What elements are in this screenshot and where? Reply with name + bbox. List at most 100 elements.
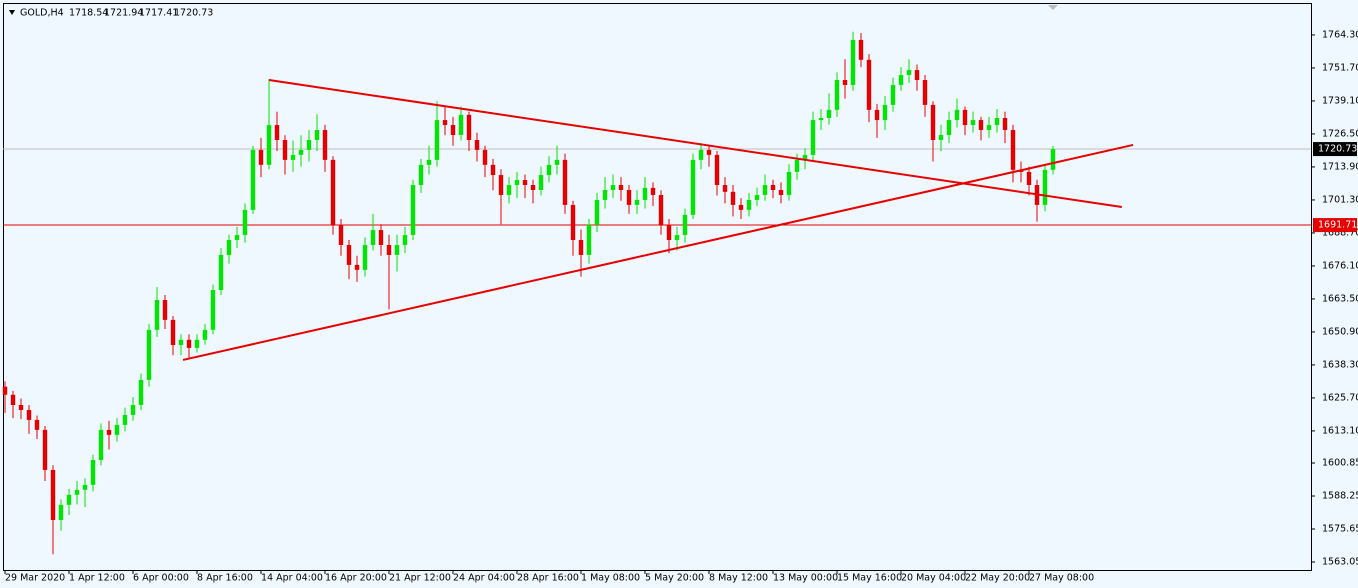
candle-body [82, 484, 88, 490]
candle-body [410, 185, 416, 236]
candle-body [114, 424, 120, 435]
candle-body [418, 164, 424, 186]
shift-marker [1048, 5, 1058, 10]
candle-body [34, 419, 40, 430]
candle-body [378, 230, 384, 245]
candle-body [250, 149, 256, 210]
candle-body [962, 109, 968, 126]
x-tick-label: 28 Apr 16:00 [517, 573, 579, 584]
y-tick-label: 1625.70 [1322, 392, 1358, 403]
x-tick-label: 8 Apr 16:00 [197, 573, 253, 584]
candle-body [218, 254, 224, 291]
candle-body [234, 235, 240, 241]
y-tick-label: 1613.10 [1322, 425, 1358, 436]
candle-body [210, 290, 216, 330]
y-tick-label: 1739.10 [1322, 95, 1358, 106]
candle-body [858, 39, 864, 60]
candle-body [698, 149, 704, 160]
candle-body [50, 469, 56, 520]
candle-body [626, 189, 632, 205]
candle-body [938, 134, 944, 140]
candle-body [786, 171, 792, 195]
x-tick-label: 20 May 04:00 [901, 573, 966, 584]
candle-body [914, 70, 920, 80]
candle-body [690, 159, 696, 215]
candle-body [66, 494, 72, 505]
candle-body [1042, 169, 1048, 205]
candle-body [466, 114, 472, 140]
candle-body [554, 159, 560, 165]
candle-body [850, 39, 856, 85]
level-tag [1313, 218, 1357, 233]
y-tick-label: 1650.90 [1322, 326, 1358, 337]
candle-body [602, 189, 608, 200]
candle-body [642, 187, 648, 200]
candle-body [522, 180, 528, 186]
x-tick-label: 15 May 16:00 [837, 573, 902, 584]
y-tick-label: 1638.30 [1322, 359, 1358, 370]
trendline [268, 79, 1122, 209]
x-tick-label: 22 May 20:00 [965, 573, 1030, 584]
candle-body [442, 120, 448, 126]
candle-body [730, 191, 736, 205]
candle-body [562, 159, 568, 205]
candle-body [90, 460, 96, 485]
y-tick-label: 1764.30 [1322, 29, 1358, 40]
y-tick-label: 1751.70 [1322, 62, 1358, 73]
candle-body [610, 185, 616, 190]
candle-body [122, 414, 128, 425]
candle-body [386, 244, 392, 255]
candle-body [994, 117, 1000, 126]
candle-body [706, 149, 712, 155]
candle-body [538, 175, 544, 190]
candle-body [970, 120, 976, 126]
current-price-tag [1313, 142, 1357, 157]
candle-body [42, 429, 48, 470]
y-tick-label: 1676.10 [1322, 260, 1358, 271]
candle-body [530, 185, 536, 190]
candle-body [770, 185, 776, 190]
y-tick-label: 1588.25 [1322, 491, 1358, 502]
y-tick-label: 1575.65 [1322, 524, 1358, 535]
y-tick-label: 1726.50 [1322, 128, 1358, 139]
candle-body [26, 409, 32, 420]
candle-body [314, 130, 320, 140]
candle-body [2, 386, 8, 395]
ohlc-open: 1718.54 [69, 8, 108, 19]
ohlc-low: 1717.41 [139, 8, 178, 19]
candle-body [842, 79, 848, 85]
candle-body [394, 244, 400, 255]
candle-body [274, 125, 280, 140]
candle-body [618, 185, 624, 190]
candle-body [754, 194, 760, 200]
candle-body [58, 504, 64, 520]
candle-body [890, 84, 896, 105]
candle-body [954, 109, 960, 121]
menu-arrow [9, 10, 15, 15]
y-tick-label: 1688.70 [1322, 227, 1358, 238]
candle-body [330, 159, 336, 225]
candle-body [98, 429, 104, 461]
candle-body [906, 70, 912, 76]
candle-body [818, 117, 824, 121]
candle-body [194, 339, 200, 348]
candle-body [370, 230, 376, 245]
candle-body [458, 114, 464, 135]
candle-body [930, 104, 936, 140]
y-tick-label: 1701.30 [1322, 194, 1358, 205]
x-tick-label: 6 Apr 00:00 [133, 573, 189, 584]
candle-body [546, 164, 552, 176]
candle-body [298, 149, 304, 155]
candle-body [658, 194, 664, 225]
candle-body [362, 244, 368, 270]
candle-body [674, 235, 680, 241]
candle-body [74, 489, 80, 495]
x-tick-label: 27 May 08:00 [1029, 573, 1094, 584]
candle-body [474, 139, 480, 150]
candle-body [226, 240, 232, 255]
x-tick-label: 21 Apr 12:00 [389, 573, 451, 584]
candle-body [482, 149, 488, 165]
candle-body [450, 125, 456, 135]
